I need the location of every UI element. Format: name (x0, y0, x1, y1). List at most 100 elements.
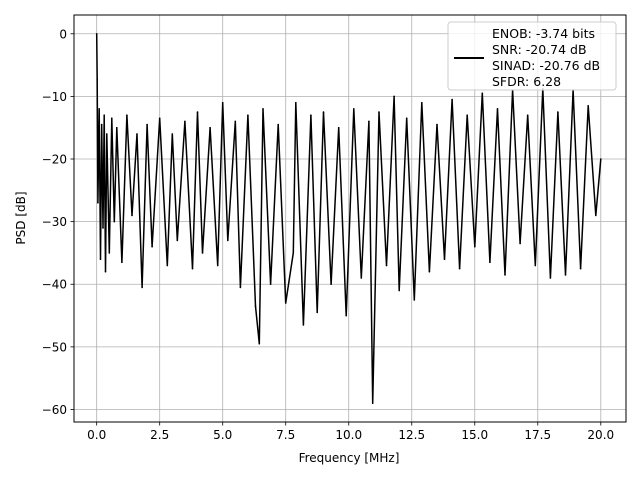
plot-frame (73, 14, 627, 423)
psd-data-point (368, 120, 370, 123)
psd-data-point (451, 98, 453, 101)
axis-ticks: 0.0 2.5 5.0 7.5 10.0 12.5 15.0 17.5 20.0 0 −10 −20 −… (42, 27, 614, 442)
psd-data-point (99, 258, 102, 261)
psd-data-point (111, 117, 113, 120)
psd-data-point (295, 101, 297, 104)
psd-data-point (239, 286, 242, 289)
psd-data-point (104, 270, 107, 273)
legend: ENOB: -3.74 bits SNR: -20.74 dB SINAD: -… (447, 21, 617, 91)
legend-sinad: SINAD: -20.76 dB (492, 58, 600, 73)
psd-data-point (292, 252, 295, 254)
psd-data-point (466, 114, 469, 116)
psd-data-point (184, 120, 186, 123)
psd-data-point (196, 111, 199, 113)
y-tick-label: −40 (42, 278, 67, 292)
psd-data-point (564, 274, 567, 276)
psd-data-point (330, 283, 332, 286)
psd-data-point (96, 78, 98, 81)
psd-data-point (95, 33, 98, 35)
psd-data-point (284, 302, 287, 304)
psd-data-point (216, 264, 219, 267)
y-tick-label: 0 (59, 27, 67, 41)
psd-data-point (378, 111, 380, 113)
legend-snr: SNR: -20.74 dB (492, 42, 587, 57)
psd-data-point (443, 258, 446, 261)
psd-data-point (474, 245, 476, 248)
y-axis-label: PSD [dB] (14, 191, 28, 244)
x-tick-label: 10.0 (335, 428, 362, 442)
x-axis-label: Frequency [MHz] (299, 451, 400, 465)
psd-data-point (176, 239, 179, 242)
psd-data-point (131, 214, 133, 217)
x-tick-label: 12.5 (398, 428, 425, 442)
psd-data-point (113, 220, 116, 223)
psd-data-point (106, 133, 108, 135)
x-tick-label: 15.0 (461, 428, 488, 442)
x-tick-label: 17.5 (524, 428, 551, 442)
psd-data-point (557, 111, 559, 113)
psd-data-point (136, 133, 138, 135)
psd-data-point (158, 117, 161, 120)
psd-data-point (116, 126, 118, 129)
y-tick-label: −60 (42, 403, 67, 417)
psd-data-point (277, 123, 280, 126)
psd-data-point (302, 324, 305, 326)
psd-data-point (519, 242, 521, 245)
psd-data-point (496, 108, 499, 110)
psd-data-point (579, 267, 582, 270)
psd-data-point (405, 117, 408, 120)
psd-series-line (95, 33, 602, 404)
psd-data-point (166, 264, 169, 267)
legend-sfdr: SFDR: 6.28 (492, 74, 561, 89)
psd-data-point (151, 245, 153, 248)
legend-enob: ENOB: -3.74 bits (492, 26, 595, 41)
psd-data-point (316, 311, 319, 314)
y-tick-label: −10 (42, 90, 67, 104)
psd-data-point (262, 108, 264, 110)
psd-data-point (371, 402, 374, 405)
psd-data-point (549, 277, 552, 279)
psd-data-point (97, 202, 99, 204)
psd-data-point (269, 283, 272, 286)
x-tick-label: 7.5 (276, 428, 295, 442)
x-tick-label: 20.0 (587, 428, 614, 442)
psd-data-point (322, 111, 325, 113)
psd-data-point (481, 92, 484, 95)
psd-data-point (600, 158, 602, 160)
psd-data-point (587, 105, 589, 107)
psd-data-point (436, 123, 438, 126)
psd-data-point (234, 120, 237, 123)
psd-data-point (337, 126, 340, 129)
psd-data-point (191, 267, 194, 270)
x-tick-label: 5.0 (213, 428, 232, 442)
legend-box (447, 21, 617, 91)
psd-data-point (421, 101, 423, 104)
psd-data-point (201, 252, 204, 254)
psd-data-point (310, 114, 312, 116)
y-tick-label: −50 (42, 340, 67, 354)
psd-data-point (258, 342, 261, 345)
psd-data-point (345, 314, 348, 317)
x-tick-label: 0.0 (87, 428, 106, 442)
psd-data-point (98, 108, 100, 110)
psd-data-point (102, 227, 104, 229)
psd-data-point (489, 261, 491, 264)
psd-data-point (171, 133, 174, 135)
psd-data-point (398, 289, 401, 292)
psd-data-point (108, 252, 111, 254)
psd-data-point (221, 101, 224, 104)
psd-data-point (353, 108, 355, 110)
psd-data-point (385, 264, 388, 267)
psd-data-point (360, 277, 363, 279)
psd-data-point (595, 214, 597, 217)
psd-data-point (393, 95, 395, 98)
psd-trace-group (95, 33, 602, 405)
psd-data-point (504, 274, 506, 276)
psd-data-point (100, 123, 103, 126)
y-tick-label: −30 (42, 215, 67, 229)
psd-data-point (103, 114, 105, 116)
psd-data-point (247, 114, 249, 116)
psd-data-point (526, 114, 529, 116)
psd-data-point (254, 305, 257, 308)
